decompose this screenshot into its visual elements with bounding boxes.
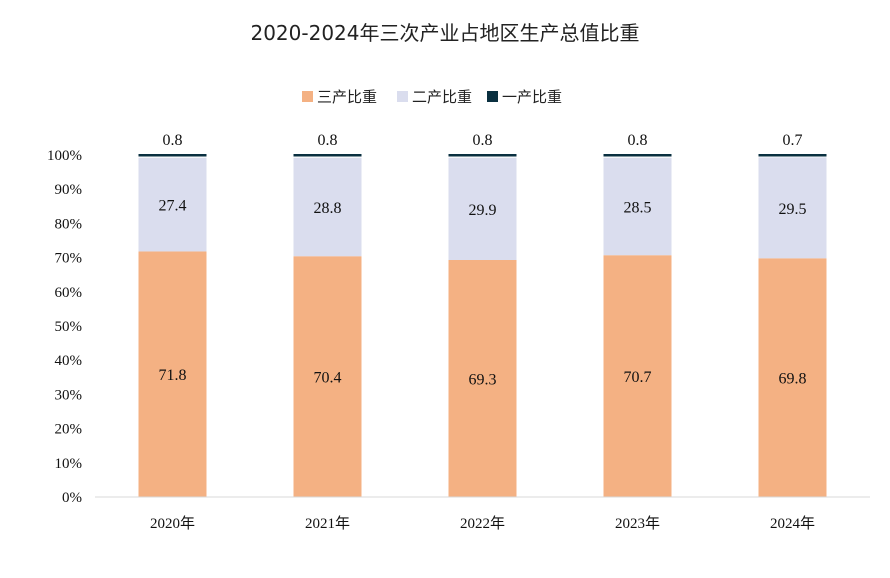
y-axis: 0% 10% 20% 30% 40% 50% 60% 70% 80% 90% 100% — [47, 148, 82, 506]
y-tick-label: 20% — [55, 422, 83, 438]
x-tick-label: 2023年 — [615, 515, 660, 532]
data-label: 0.8 — [473, 132, 493, 149]
bar-segment-3 — [448, 154, 517, 157]
x-tick-label: 2020年 — [150, 515, 195, 532]
data-label: 29.5 — [779, 201, 807, 218]
data-label: 0.8 — [628, 132, 648, 149]
bar-segment-1 — [603, 255, 672, 497]
bar-segment-1 — [293, 256, 362, 497]
data-label: 70.7 — [624, 369, 652, 386]
y-tick-label: 10% — [55, 456, 83, 472]
x-tick-label: 2024年 — [770, 515, 815, 532]
x-tick-label: 2021年 — [305, 515, 350, 532]
y-tick-label: 60% — [55, 285, 83, 301]
data-label: 0.7 — [783, 132, 803, 149]
data-label: 27.4 — [159, 198, 187, 215]
y-tick-label: 0% — [62, 490, 82, 506]
bar-segment-2 — [138, 157, 207, 252]
chart-title: 2020-2024年三次产业占地区生产总值比重 — [250, 21, 639, 45]
bar-segment-3 — [603, 154, 672, 157]
bar-segment-2 — [758, 157, 827, 259]
legend-swatch — [487, 91, 498, 102]
x-tick-label: 2022年 — [460, 515, 505, 532]
legend-label: 一产比重 — [502, 88, 562, 106]
legend-swatch — [302, 91, 313, 102]
data-label: 69.8 — [779, 371, 807, 388]
data-label: 0.8 — [163, 132, 183, 149]
bar-segment-1 — [448, 259, 517, 497]
legend: 三产比重 二产比重 一产比重 — [302, 88, 562, 106]
bar-segment-2 — [603, 157, 672, 256]
data-label: 70.4 — [314, 370, 342, 387]
bar-segment-1 — [138, 251, 207, 497]
y-tick-label: 40% — [55, 353, 83, 369]
data-label: 0.8 — [318, 132, 338, 149]
y-tick-label: 80% — [55, 216, 83, 232]
legend-label: 二产比重 — [412, 88, 472, 106]
bar-segment-2 — [293, 157, 362, 257]
bars: 71.8 27.4 0.8 70.4 28.8 0.8 69.3 29.9 0.8 70.7 28.… — [138, 132, 827, 497]
legend-label: 三产比重 — [317, 88, 377, 106]
y-tick-label: 50% — [55, 319, 83, 335]
data-label: 69.3 — [469, 371, 497, 388]
bar-segment-3 — [293, 154, 362, 157]
data-label: 28.8 — [314, 200, 342, 217]
x-axis: 2020年 2021年 2022年 2023年 2024年 — [95, 496, 870, 532]
bar-segment-2 — [448, 157, 517, 260]
data-label: 29.9 — [469, 202, 497, 219]
bar-segment-3 — [138, 154, 207, 157]
y-tick-label: 30% — [55, 387, 83, 403]
bar-segment-3 — [758, 154, 827, 157]
data-label: 28.5 — [624, 199, 652, 216]
y-tick-label: 90% — [55, 182, 83, 198]
bar-segment-1 — [758, 258, 827, 497]
legend-swatch — [397, 91, 408, 102]
y-tick-label: 70% — [55, 251, 83, 267]
data-label: 71.8 — [159, 367, 187, 384]
y-tick-label: 100% — [47, 148, 82, 164]
